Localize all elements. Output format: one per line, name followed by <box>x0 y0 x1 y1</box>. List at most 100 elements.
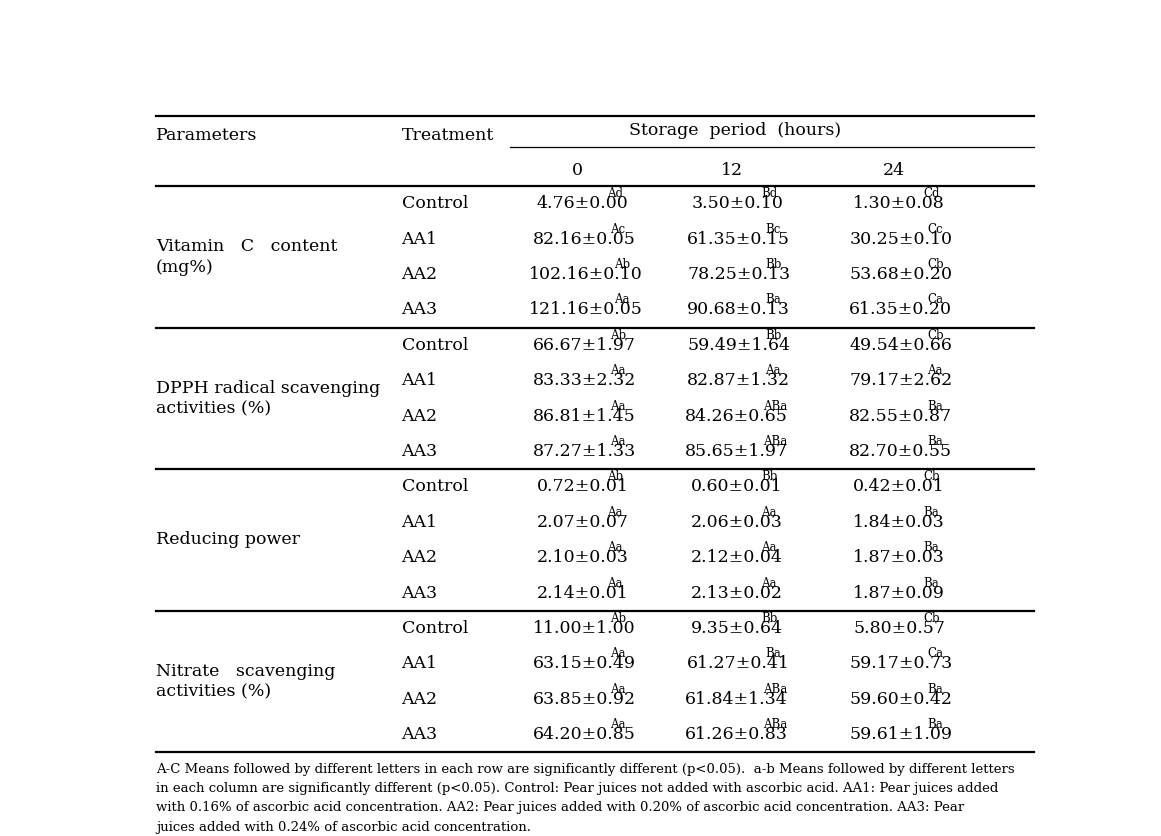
Text: activities (%): activities (%) <box>156 683 271 701</box>
Text: 1.84±0.03: 1.84±0.03 <box>853 514 945 531</box>
Text: in each column are significantly different (p<0.05). Control: Pear juices not ad: in each column are significantly differe… <box>156 782 998 795</box>
Text: AA2: AA2 <box>402 691 438 708</box>
Text: 2.10±0.03: 2.10±0.03 <box>536 549 628 566</box>
Text: Aa: Aa <box>611 718 626 732</box>
Text: Parameters: Parameters <box>156 127 258 145</box>
Text: Ba: Ba <box>923 541 939 554</box>
Text: AA2: AA2 <box>402 549 438 566</box>
Text: 82.87±1.32: 82.87±1.32 <box>687 372 791 390</box>
Text: Aa: Aa <box>611 400 626 413</box>
Text: 61.26±0.83: 61.26±0.83 <box>685 726 787 743</box>
Text: juices added with 0.24% of ascorbic acid concentration.: juices added with 0.24% of ascorbic acid… <box>156 821 531 833</box>
Text: Ba: Ba <box>928 435 943 448</box>
Text: 87.27±1.33: 87.27±1.33 <box>533 443 636 460</box>
Text: Bb: Bb <box>765 258 781 271</box>
Text: Aa: Aa <box>928 364 943 377</box>
Text: 61.84±1.34: 61.84±1.34 <box>685 691 787 708</box>
Text: AA3: AA3 <box>402 726 438 743</box>
Text: 61.35±0.20: 61.35±0.20 <box>849 301 952 319</box>
Text: 2.14±0.01: 2.14±0.01 <box>536 584 628 602</box>
Text: 49.54±0.66: 49.54±0.66 <box>849 337 952 354</box>
Text: ABa: ABa <box>763 400 787 413</box>
Text: Control: Control <box>402 337 468 354</box>
Text: 0.42±0.01: 0.42±0.01 <box>853 478 945 496</box>
Text: ABa: ABa <box>763 435 787 448</box>
Text: Aa: Aa <box>611 683 626 696</box>
Text: (mg%): (mg%) <box>156 258 214 276</box>
Text: 82.16±0.05: 82.16±0.05 <box>533 231 635 247</box>
Text: Ba: Ba <box>765 293 781 307</box>
Text: 0.60±0.01: 0.60±0.01 <box>691 478 783 496</box>
Text: 2.07±0.07: 2.07±0.07 <box>536 514 628 531</box>
Text: 1.30±0.08: 1.30±0.08 <box>853 195 945 212</box>
Text: Control: Control <box>402 620 468 637</box>
Text: 85.65±1.97: 85.65±1.97 <box>685 443 787 460</box>
Text: Aa: Aa <box>614 293 630 307</box>
Text: Aa: Aa <box>607 541 622 554</box>
Text: Aa: Aa <box>607 577 622 589</box>
Text: 82.70±0.55: 82.70±0.55 <box>849 443 952 460</box>
Text: Ad: Ad <box>607 187 622 201</box>
Text: AA1: AA1 <box>402 372 438 390</box>
Text: 82.55±0.87: 82.55±0.87 <box>849 408 952 425</box>
Text: 86.81±1.45: 86.81±1.45 <box>533 408 635 425</box>
Text: AA2: AA2 <box>402 266 438 283</box>
Text: 63.85±0.92: 63.85±0.92 <box>533 691 635 708</box>
Text: Ab: Ab <box>611 329 627 342</box>
Text: ABa: ABa <box>763 718 787 732</box>
Text: Aa: Aa <box>765 364 781 377</box>
Text: AA1: AA1 <box>402 514 438 531</box>
Text: Ca: Ca <box>928 648 943 660</box>
Text: AA2: AA2 <box>402 408 438 425</box>
Text: Control: Control <box>402 478 468 496</box>
Text: with 0.16% of ascorbic acid concentration. AA2: Pear juices added with 0.20% of : with 0.16% of ascorbic acid concentratio… <box>156 802 964 814</box>
Text: 2.06±0.03: 2.06±0.03 <box>691 514 783 531</box>
Text: 1.87±0.09: 1.87±0.09 <box>853 584 945 602</box>
Text: A-C Means followed by different letters in each row are significantly different : A-C Means followed by different letters … <box>156 762 1015 776</box>
Text: Cb: Cb <box>928 258 944 271</box>
Text: AA1: AA1 <box>402 231 438 247</box>
Text: DPPH radical scavenging: DPPH radical scavenging <box>156 380 380 396</box>
Text: AA3: AA3 <box>402 301 438 319</box>
Text: Storage  period  (hours): Storage period (hours) <box>629 122 842 139</box>
Text: Reducing power: Reducing power <box>156 532 300 548</box>
Text: Aa: Aa <box>611 364 626 377</box>
Text: Ba: Ba <box>928 400 943 413</box>
Text: Aa: Aa <box>762 541 777 554</box>
Text: 63.15±0.49: 63.15±0.49 <box>533 655 635 672</box>
Text: Ba: Ba <box>928 683 943 696</box>
Text: Bb: Bb <box>765 329 781 342</box>
Text: 0.72±0.01: 0.72±0.01 <box>536 478 628 496</box>
Text: 59.49±1.64: 59.49±1.64 <box>687 337 791 354</box>
Text: AA3: AA3 <box>402 443 438 460</box>
Text: Vitamin   C   content: Vitamin C content <box>156 238 338 255</box>
Text: 61.35±0.15: 61.35±0.15 <box>687 231 791 247</box>
Text: Ba: Ba <box>923 577 939 589</box>
Text: 84.26±0.65: 84.26±0.65 <box>685 408 787 425</box>
Text: 90.68±0.13: 90.68±0.13 <box>687 301 791 319</box>
Text: ABa: ABa <box>763 683 787 696</box>
Text: Cd: Cd <box>923 187 940 201</box>
Text: 66.67±1.97: 66.67±1.97 <box>533 337 635 354</box>
Text: activities (%): activities (%) <box>156 400 271 417</box>
Text: 78.25±0.13: 78.25±0.13 <box>687 266 791 283</box>
Text: Ab: Ab <box>614 258 630 271</box>
Text: Treatment: Treatment <box>402 127 493 145</box>
Text: Ba: Ba <box>923 506 939 519</box>
Text: 2.12±0.04: 2.12±0.04 <box>691 549 783 566</box>
Text: 102.16±0.10: 102.16±0.10 <box>528 266 642 283</box>
Text: Ab: Ab <box>611 612 627 625</box>
Text: 24: 24 <box>882 162 904 179</box>
Text: 59.17±0.73: 59.17±0.73 <box>849 655 952 672</box>
Text: Cb: Cb <box>923 612 940 625</box>
Text: 5.80±0.57: 5.80±0.57 <box>853 620 945 637</box>
Text: Ba: Ba <box>928 718 943 732</box>
Text: AA1: AA1 <box>402 655 438 672</box>
Text: 59.60±0.42: 59.60±0.42 <box>849 691 952 708</box>
Text: Ac: Ac <box>611 222 626 236</box>
Text: Control: Control <box>402 195 468 212</box>
Text: Bd: Bd <box>762 187 778 201</box>
Text: Ab: Ab <box>607 471 622 483</box>
Text: 59.61±1.09: 59.61±1.09 <box>849 726 952 743</box>
Text: Ba: Ba <box>765 648 781 660</box>
